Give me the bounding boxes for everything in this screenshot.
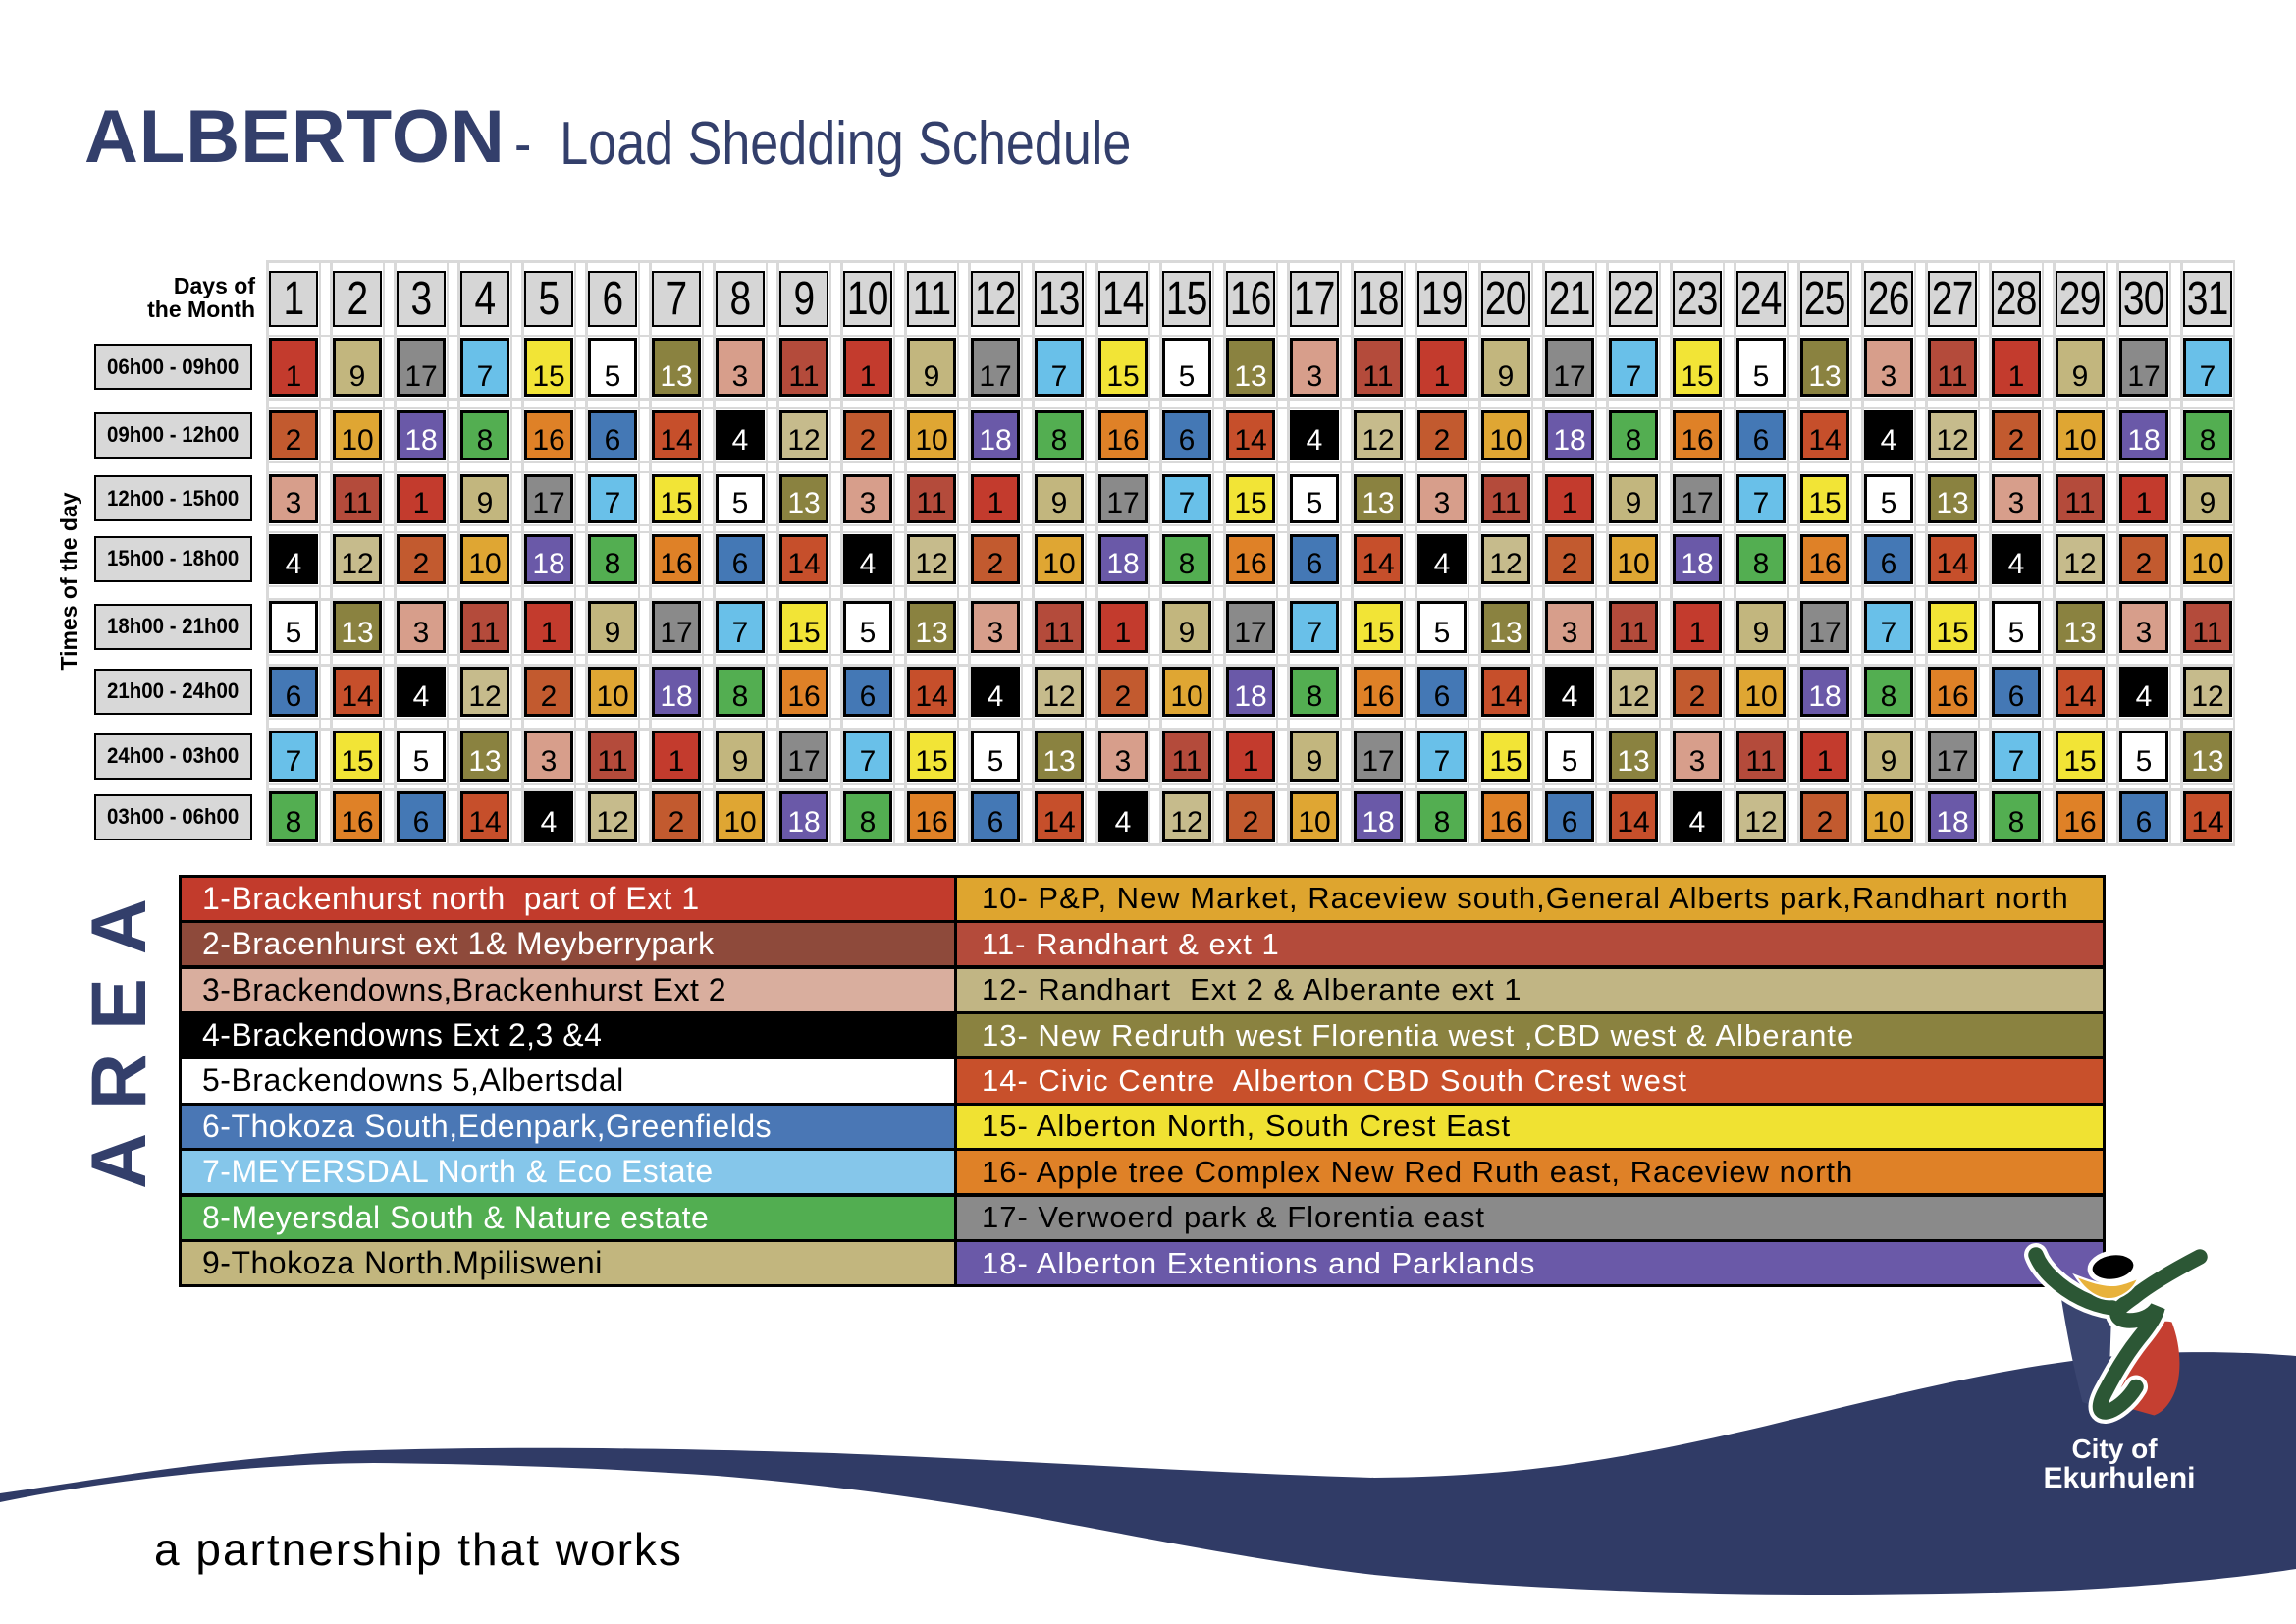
- svg-text:Ekurhuleni: Ekurhuleni: [2043, 1462, 2195, 1494]
- svg-text:City of: City of: [2071, 1434, 2158, 1464]
